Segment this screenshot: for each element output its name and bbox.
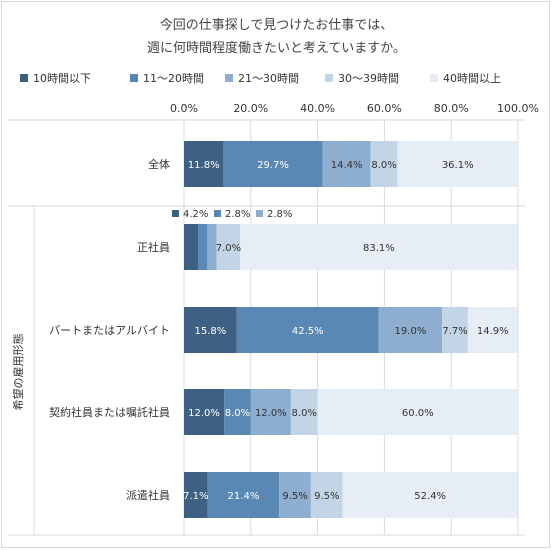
bar-segment [184,141,224,187]
data-label-marker [172,210,179,217]
legend-item: 11～20時間 [130,70,204,86]
x-tick-label: 60.0% [367,102,402,115]
category-label: 契約社員または嘱託社員 [49,405,170,419]
data-label: 29.7% [257,160,289,171]
data-label: 9.5% [282,491,307,502]
data-label: 42.5% [292,326,324,337]
bar-segment [290,389,318,435]
x-tick-label: 0.0% [170,102,198,115]
bar-segment [184,307,237,353]
category-label: 全体 [148,157,170,171]
data-label: 8.0% [292,408,317,419]
data-label: 7.1% [183,491,208,502]
data-label: 12.0% [255,408,287,419]
legend-item: 21～30時間 [225,70,299,86]
bar-segment [342,472,518,518]
data-label: 4.2% [183,209,208,220]
bar-segment [397,141,518,187]
bar-segment [240,224,518,270]
data-label: 11.8% [188,160,220,171]
data-label: 9.5% [314,491,339,502]
bar-segment [370,141,398,187]
data-label: 19.0% [395,326,427,337]
legend-label: 21～30時間 [238,72,299,85]
legend-item: 30～39時間 [325,70,399,86]
legend-label: 30～39時間 [338,72,399,85]
bar-segment [223,141,323,187]
chart-title-line2: 週に何時間程度働きたいと考えていますか。 [146,41,407,56]
data-label: 2.8% [225,209,250,220]
data-label: 7.7% [442,326,467,337]
bar-segment [184,389,225,435]
category-label: 派遣社員 [126,488,170,502]
data-label: 7.0% [216,243,241,254]
bar-segment [216,224,241,270]
data-label: 52.4% [414,491,446,502]
legend-label: 10時間以下 [33,72,91,85]
legend-label: 40時間以上 [443,72,501,85]
legend-item: 40時間以上 [430,70,501,86]
bar-segment [236,307,379,353]
data-label-marker [256,210,263,217]
data-label: 83.1% [363,243,395,254]
bar-segment [310,472,343,518]
data-label: 8.0% [225,408,250,419]
data-label: 12.0% [188,408,220,419]
bar-segment [207,224,217,270]
x-tick-label: 40.0% [300,102,335,115]
category-label: パートまたはアルバイト [49,324,170,337]
data-label: 60.0% [402,408,434,419]
legend-label: 11～20時間 [143,72,204,85]
x-tick-label: 80.0% [434,102,469,115]
bar-segment [250,389,291,435]
bar-segment [279,472,311,518]
group-label: 希望の雇用形態 [11,334,25,411]
data-label: 8.0% [371,160,396,171]
bar-segment [442,307,468,353]
legend-swatch [20,74,28,82]
data-label: 36.1% [442,160,474,171]
data-label: 15.8% [194,326,226,337]
data-label: 14.4% [331,160,363,171]
category-label: 正社員 [137,240,170,254]
bar-segment [184,472,208,518]
legend-swatch [225,74,233,82]
x-tick-label: 100.0% [497,102,539,115]
data-label: 21.4% [228,491,260,502]
bar-segment [207,472,280,518]
legend-item: 10時間以下 [20,70,91,86]
bar-segment [198,224,208,270]
legend: 10時間以下 11～20時間 21～30時間 30～39時間 40時間以上 [20,70,550,88]
bar-segment [378,307,443,353]
bar-segment [224,389,251,435]
bar-segment [317,389,518,435]
data-label-marker [214,210,221,217]
data-label: 14.9% [477,326,509,337]
legend-swatch [325,74,333,82]
x-tick-label: 20.0% [233,102,268,115]
legend-swatch [130,74,138,82]
bar-segment [184,224,199,270]
bar-segment [467,307,518,353]
legend-swatch [430,74,438,82]
data-label: 2.8% [267,209,292,220]
bar-segment [322,141,371,187]
chart-title-line1: 今回の仕事探しで見つけたお仕事では、 [159,18,394,33]
